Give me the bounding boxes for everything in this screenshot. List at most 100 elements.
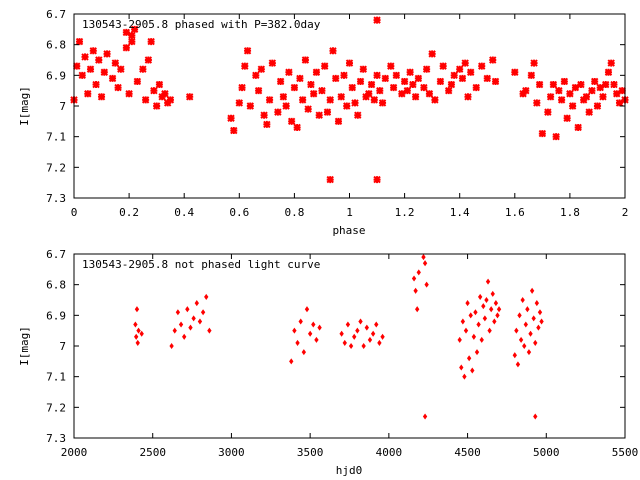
- phased-data-point: [337, 93, 345, 101]
- phased-data-point: [387, 62, 395, 70]
- unphased-data-point: [512, 352, 517, 359]
- phased-x-tick-label: 1.4: [450, 206, 470, 219]
- phased-x-tick-label: 0.2: [119, 206, 139, 219]
- unphased-data-point: [481, 303, 486, 310]
- phased-data-point: [108, 74, 117, 83]
- phased-data-point: [296, 74, 304, 83]
- phased-x-tick-label: 1.8: [560, 206, 580, 219]
- phased-data-point: [535, 80, 544, 89]
- unphased-data-point: [304, 306, 310, 313]
- phased-data-point: [152, 102, 161, 110]
- phased-data-point: [546, 93, 555, 101]
- phased-data-point: [285, 68, 293, 76]
- phased-data-point: [326, 96, 334, 104]
- phased-data-point: [128, 31, 136, 40]
- phased-data-point: [610, 80, 618, 89]
- unphased-data-point: [416, 269, 421, 276]
- unphased-x-axis-ticks: 2000 2500 3000 3500 4000 4500 5000 5500: [61, 254, 639, 459]
- phased-data-point: [568, 102, 577, 110]
- phased-data-point: [577, 80, 585, 89]
- unphased-data-point: [495, 312, 500, 319]
- phased-data-point: [406, 68, 414, 76]
- phased-x-axis-ticks: 0 0.2 0.4 0.6 0.8 1 1.2 1.4 1.6 1.8 2: [71, 14, 628, 219]
- phased-data-point: [315, 111, 323, 119]
- phased-y-axis-ticks: 6.7 6.8 6.9 7 7.1 7.2 7.3: [46, 8, 625, 205]
- unphased-data-point: [134, 306, 140, 313]
- phased-data-point: [312, 68, 321, 76]
- phased-data-point: [75, 37, 84, 46]
- phased-data-point: [263, 120, 271, 129]
- phased-data-point: [238, 83, 246, 92]
- unphased-data-point: [364, 324, 369, 331]
- phased-data-point: [351, 99, 359, 107]
- phased-x-tick-label: 0.8: [284, 206, 304, 219]
- unphased-data-point: [463, 327, 469, 334]
- unphased-data-point: [537, 309, 543, 316]
- unphased-data-point: [339, 330, 344, 337]
- unphased-data-point: [520, 296, 525, 304]
- unphased-data-point: [528, 330, 533, 337]
- unphased-data-point: [421, 254, 426, 261]
- unphased-data-point: [413, 287, 418, 294]
- unphased-data-point: [317, 324, 322, 331]
- unphased-data-point: [289, 358, 294, 365]
- unphased-x-tick-label: 5500: [612, 446, 639, 459]
- unphased-y-tick-label: 7.3: [46, 432, 66, 445]
- phased-data-point: [373, 175, 381, 184]
- phased-y-tick-label: 7.2: [46, 161, 66, 174]
- phased-data-point: [392, 71, 401, 80]
- unphased-data-point: [533, 339, 538, 346]
- unphased-data-point: [342, 339, 347, 346]
- unphased-data-point: [411, 275, 417, 282]
- phased-data-point: [414, 74, 423, 83]
- unphased-y-axis-label: I[mag]: [18, 326, 31, 366]
- unphased-data-point: [377, 339, 382, 346]
- phased-data-point: [95, 56, 103, 64]
- unphased-data-point: [496, 306, 502, 313]
- unphased-data-point: [295, 339, 300, 346]
- phased-y-tick-label: 6.7: [46, 8, 66, 21]
- phased-data-point: [428, 50, 436, 58]
- phased-data-point: [345, 59, 354, 67]
- phased-data-point: [274, 108, 282, 116]
- unphased-data-point: [536, 324, 541, 331]
- phased-y-tick-label: 7: [59, 100, 66, 113]
- phased-data-point: [332, 74, 340, 83]
- phased-data-point: [86, 65, 95, 73]
- unphased-data-point: [526, 349, 532, 356]
- unphased-data-point: [534, 300, 540, 307]
- unphased-data-point: [182, 333, 187, 340]
- unphased-data-point: [169, 342, 174, 350]
- phased-data-point: [566, 90, 574, 98]
- phased-data-point: [381, 74, 390, 83]
- phased-data-point: [276, 77, 285, 86]
- phased-y-axis-label: I[mag]: [18, 86, 31, 126]
- phased-data-point: [403, 86, 412, 95]
- unphased-data-point: [466, 355, 472, 362]
- unphased-data-point: [194, 300, 199, 307]
- phased-data-point: [354, 111, 362, 119]
- unphased-data-point: [474, 349, 480, 356]
- phased-data-point: [100, 68, 109, 76]
- unphased-data-point: [479, 336, 484, 343]
- phased-x-tick-label: 1.6: [505, 206, 525, 219]
- unphased-y-tick-label: 7: [59, 340, 66, 353]
- phased-data-point: [348, 83, 356, 92]
- unphased-data-point: [424, 281, 429, 288]
- phased-data-point: [436, 77, 445, 86]
- unphased-x-tick-label: 2500: [139, 446, 166, 459]
- unphased-data-point: [457, 336, 462, 343]
- phased-data-point: [367, 80, 376, 89]
- phased-data-point: [489, 56, 497, 64]
- phased-data-point: [420, 83, 428, 92]
- phased-y-tick-label: 7.3: [46, 192, 66, 205]
- unphased-data-point: [490, 290, 495, 297]
- unphased-data-point: [348, 342, 354, 350]
- unphased-data-point: [459, 364, 464, 371]
- phased-data-point: [472, 83, 480, 92]
- unphased-data-point: [482, 315, 488, 322]
- phased-data-point: [81, 53, 89, 61]
- unphased-data-point: [358, 318, 363, 325]
- phased-data-point: [491, 77, 500, 86]
- unphased-data-point: [133, 321, 138, 328]
